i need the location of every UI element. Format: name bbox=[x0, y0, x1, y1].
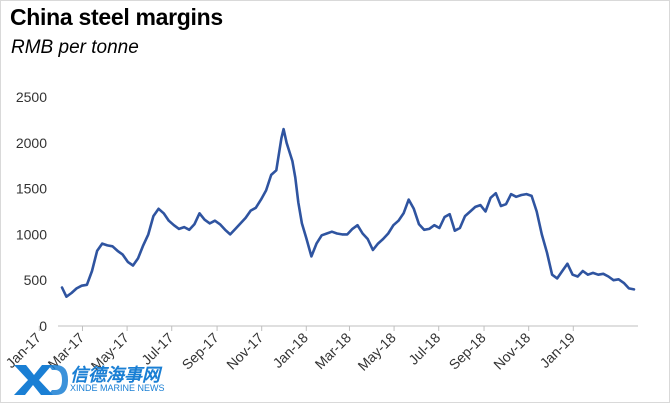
y-tick-label: 2000 bbox=[16, 135, 47, 151]
chart-title: China steel margins bbox=[10, 4, 223, 30]
watermark-logo: 信德海事网 XINDE MARINE NEWS bbox=[12, 361, 222, 397]
x-tick-label: Nov-17 bbox=[223, 329, 266, 372]
y-tick-label: 1000 bbox=[16, 226, 47, 242]
y-axis-ticks: 0 500 1000 1500 2000 2500 bbox=[16, 89, 47, 334]
watermark-cn-text: 信德海事网 bbox=[70, 365, 160, 386]
y-tick-label: 0 bbox=[39, 318, 47, 334]
watermark-en-text: XINDE MARINE NEWS bbox=[70, 383, 165, 393]
y-tick-label: 500 bbox=[24, 272, 48, 288]
x-tick-label: May-18 bbox=[354, 329, 398, 373]
chart-subtitle: RMB per tonne bbox=[11, 37, 139, 58]
y-tick-label: 1500 bbox=[16, 181, 47, 197]
x-tick-label: Jan-18 bbox=[269, 329, 311, 371]
x-tick-label: Jul-18 bbox=[405, 329, 443, 367]
xd-logo-icon bbox=[14, 365, 68, 395]
x-tick-label: Mar-18 bbox=[312, 329, 355, 372]
x-tick-label: Jan-19 bbox=[536, 329, 578, 371]
y-tick-label: 2500 bbox=[16, 89, 47, 105]
x-tick-label: Sep-18 bbox=[446, 329, 489, 372]
x-tick-label: Nov-18 bbox=[490, 329, 533, 372]
series-line bbox=[60, 127, 636, 298]
